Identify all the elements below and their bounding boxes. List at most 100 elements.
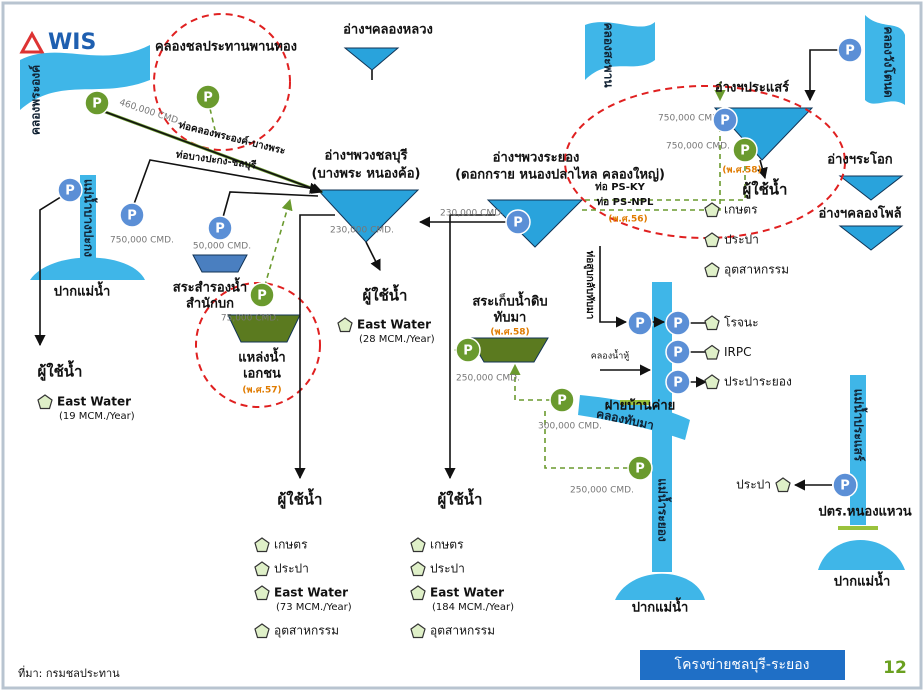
- structure-label: ปตร.หนองแหวน: [818, 505, 911, 520]
- pump-label: P: [673, 376, 683, 391]
- pump: P: [665, 310, 691, 336]
- pipe-label: ท่อสูบกลับทับมา: [583, 251, 596, 320]
- pump-circle: [84, 90, 110, 116]
- logo: WIS: [19, 30, 96, 55]
- pump-label: P: [65, 184, 75, 199]
- flow-label: 750,000 CMD.: [666, 142, 730, 152]
- rayong-mouth: [615, 573, 705, 600]
- reservoir-label: (บางพระ หนองค้อ): [312, 166, 421, 182]
- reservoir-label: อ่างฯพวงชลบุรี: [325, 148, 408, 164]
- user-name: East Water: [357, 318, 431, 332]
- users-title: ผู้ใช้น้ำ: [363, 284, 408, 306]
- pump-label: P: [635, 462, 645, 477]
- users-title: ผู้ใช้น้ำ: [278, 488, 323, 510]
- pump: P: [119, 202, 145, 228]
- user-note: (73 MCM./Year): [276, 602, 352, 613]
- arrow: [599, 246, 628, 328]
- flow-label: 230,000 CMD.: [330, 226, 394, 236]
- bang-pakong-mouth: [30, 257, 145, 280]
- user-name: IRPC: [724, 345, 752, 359]
- reservoir-label: อ่างฯคลองหลวง: [343, 23, 433, 38]
- reservoir-label: อ่างฯระโอก: [827, 151, 893, 168]
- pump-label: P: [740, 144, 750, 159]
- pump: P: [665, 369, 691, 395]
- user-name: เกษตร: [724, 203, 758, 217]
- pump-label: P: [673, 346, 683, 361]
- reservoir: [343, 47, 400, 71]
- user-note: (19 MCM./Year): [59, 411, 135, 422]
- pump: P: [207, 215, 233, 241]
- flow-label: 300,000 CMD.: [538, 422, 602, 432]
- arrow: [544, 410, 628, 469]
- user-note: (184 MCM./Year): [432, 602, 514, 613]
- pump-label: P: [673, 317, 683, 332]
- pump-label: P: [127, 209, 137, 224]
- waterway-label: คลองพระองค์: [29, 65, 43, 135]
- arrow: [444, 214, 495, 480]
- pump-label: P: [635, 317, 645, 332]
- user-name: อุตสาหกรรม: [430, 624, 495, 639]
- arrow: [365, 241, 381, 272]
- reservoir-label: แหล่งน้ำ: [238, 347, 285, 366]
- reservoir: [838, 225, 904, 251]
- reservoir-label: ทับมา: [494, 311, 527, 326]
- reservoir-label: อ่างฯพวงระยอง: [493, 151, 580, 166]
- waterway-label: แม่น้ำบางปะกง: [82, 179, 99, 257]
- prasae-mouth: [818, 540, 905, 570]
- pump-label: P: [513, 216, 523, 231]
- user-name: ประปา: [274, 562, 309, 576]
- users-title: ผู้ใช้น้ำ: [438, 488, 483, 510]
- pump: P: [84, 90, 110, 116]
- users-title: ผู้ใช้น้ำ: [38, 360, 83, 382]
- user-name: East Water: [274, 586, 348, 600]
- pump: P: [57, 177, 83, 203]
- pump: P: [712, 107, 738, 133]
- user-name: ประปา: [724, 233, 759, 247]
- pipe-label: ท่อ PS-KY: [595, 181, 646, 193]
- reservoir-label: เอกชน: [243, 367, 281, 382]
- arrow: [690, 322, 706, 382]
- pump-circle: [732, 137, 758, 163]
- banner-text: โครงข่ายชลบุรี-ระยอง: [675, 656, 810, 673]
- weir: [620, 400, 650, 405]
- user-name: โรจนะ: [724, 316, 759, 330]
- reservoir: [838, 175, 904, 201]
- waterway-label: คลองวังโตนด: [882, 26, 897, 97]
- pump-label: P: [215, 222, 225, 237]
- arrow: [804, 49, 850, 102]
- arrow: [99, 109, 324, 194]
- arrow: [756, 159, 768, 180]
- user-name: เกษตร: [274, 538, 308, 552]
- bang-pakong-river: [80, 175, 96, 260]
- user-name: ประปา: [736, 478, 771, 492]
- highlight-circle: [153, 13, 291, 151]
- reservoir-label: สระเก็บน้ำดิบ: [472, 291, 547, 310]
- pump-circle: [249, 282, 275, 308]
- pump: P: [249, 282, 275, 308]
- arrow: [509, 363, 560, 401]
- pump-circle: [207, 215, 233, 241]
- pump-label: P: [557, 394, 567, 409]
- pump: P: [195, 84, 221, 110]
- pump-label: P: [203, 91, 213, 106]
- pump-circle: [665, 339, 691, 365]
- page-number: 12: [883, 658, 907, 678]
- pump-circle: [119, 202, 145, 228]
- user-name: อุตสาหกรรม: [724, 263, 789, 278]
- flow-label: 50,000 CMD.: [193, 242, 251, 252]
- flow-lines: [34, 49, 850, 491]
- user-name: เกษตร: [430, 538, 464, 552]
- reservoir: [316, 189, 420, 243]
- pump: P: [832, 472, 858, 498]
- flow-label: 230,000 CMD.: [440, 209, 504, 219]
- flow-label: 750,000 CMD.: [110, 236, 174, 246]
- pond: [227, 314, 301, 343]
- arrow: [129, 159, 322, 216]
- water-bodies: [20, 15, 905, 600]
- pond: [469, 337, 549, 363]
- flow-label: 75,000 CMD.: [221, 314, 279, 324]
- river-mouth: ปากแม่น้ำ: [54, 281, 111, 300]
- waterway-label: แม่น้ำประแสร์: [852, 389, 869, 462]
- year-label: (พ.ศ.56): [608, 215, 647, 225]
